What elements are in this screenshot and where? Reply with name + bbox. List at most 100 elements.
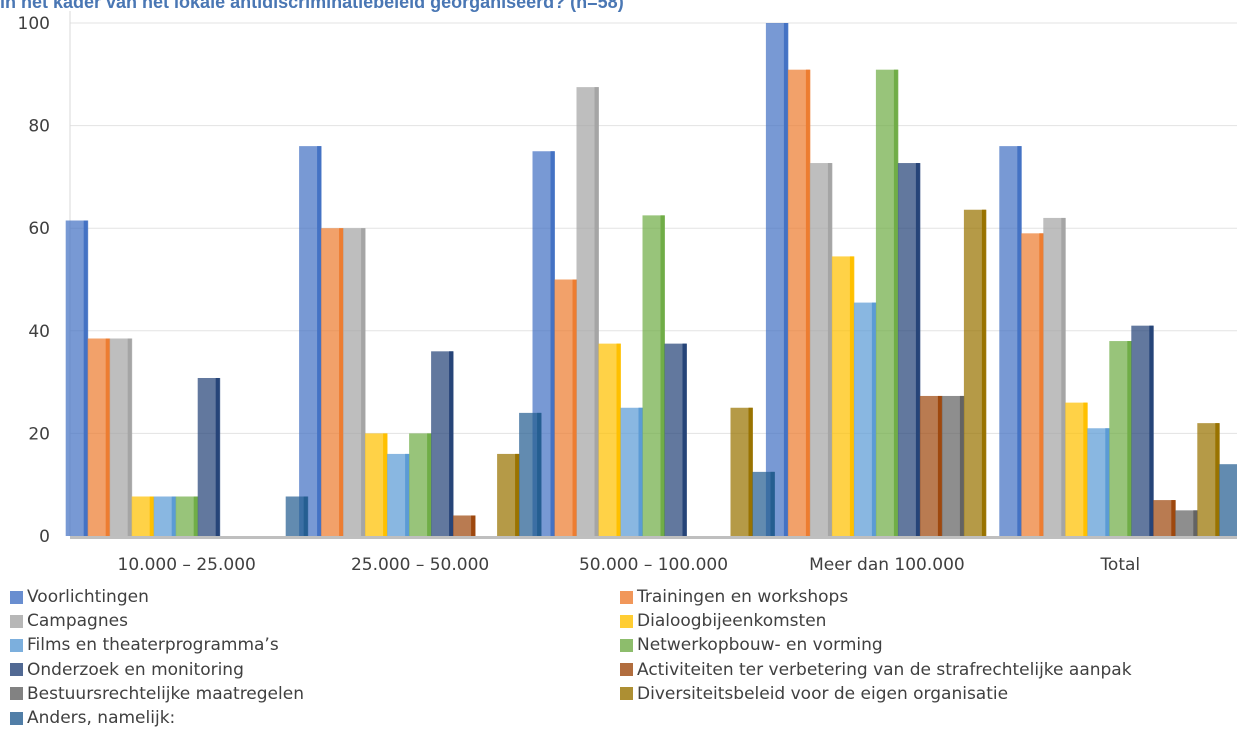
bar-shade — [827, 163, 832, 536]
bar — [831, 256, 855, 536]
bar — [963, 209, 987, 536]
bar-shade — [981, 209, 986, 536]
bar — [1131, 325, 1154, 536]
bar — [730, 407, 753, 536]
legend-item: Onderzoek en monitoring — [10, 658, 620, 682]
bar-shade — [127, 338, 132, 536]
bar — [941, 395, 965, 536]
bar-shade — [171, 496, 176, 536]
bar — [999, 146, 1022, 536]
legend-swatch — [620, 687, 633, 701]
x-tick-label: Total — [1099, 555, 1140, 575]
bar-shade — [849, 256, 854, 536]
bar-shade — [1171, 500, 1176, 536]
bar-shade — [871, 302, 876, 536]
bar — [109, 338, 133, 536]
legend-label: Bestuursrechtelijke maatregelen — [27, 683, 304, 704]
bar-shade — [317, 146, 322, 536]
bar — [1219, 464, 1237, 536]
bar-shade — [1193, 510, 1198, 536]
legend-swatch — [10, 614, 23, 628]
bar-shade — [1127, 341, 1132, 536]
bar-shade — [959, 395, 964, 536]
y-tick-label: 0 — [39, 527, 50, 547]
bar-shade — [339, 228, 344, 536]
bar-shade — [1083, 402, 1088, 536]
y-tick-label: 40 — [28, 322, 50, 342]
bar-shade — [149, 496, 154, 536]
bar — [1153, 500, 1176, 536]
bar — [1087, 428, 1110, 536]
bar — [642, 215, 665, 536]
legend-swatch — [10, 663, 23, 677]
legend-label: Onderzoek en monitoring — [27, 659, 244, 680]
bar-shade — [361, 228, 366, 536]
legend-item: Bestuursrechtelijke maatregelen — [10, 682, 620, 706]
bar-shade — [1017, 146, 1022, 536]
bar — [497, 453, 520, 536]
bar — [299, 146, 322, 536]
legend-swatch — [620, 590, 633, 604]
bar — [409, 433, 432, 536]
bar — [897, 163, 921, 536]
legend-label: Anders, namelijk: — [27, 708, 176, 729]
bar — [752, 471, 775, 536]
legend-swatch — [10, 638, 23, 652]
bar-shade — [1061, 217, 1066, 536]
legend-item: Anders, namelijk: — [10, 706, 620, 730]
x-tick-label: Meer dan 100.000 — [809, 555, 965, 575]
legend-item: Netwerkopbouw- en vorming — [620, 633, 1235, 657]
x-tick-label: 25.000 – 50.000 — [351, 555, 489, 575]
legend-label: Trainingen en workshops — [637, 587, 849, 608]
bar — [787, 69, 811, 537]
legend-label: Netwerkopbouw- en vorming — [637, 635, 883, 656]
bar — [131, 496, 155, 536]
bar-shade — [1215, 423, 1220, 536]
bar — [664, 343, 687, 536]
x-tick-label: 10.000 – 25.000 — [118, 555, 256, 575]
bar-shade — [193, 496, 198, 536]
bar — [285, 496, 309, 536]
bar — [87, 338, 111, 536]
legend-swatch — [10, 590, 23, 604]
y-tick-label: 100 — [18, 14, 50, 34]
legend-label: Dialoogbijeenkomsten — [637, 611, 827, 632]
bar-shade — [572, 279, 577, 536]
bar — [1197, 423, 1220, 536]
legend-label: Activiteiten ter verbetering van de stra… — [637, 659, 1132, 680]
bar-shade — [303, 496, 308, 536]
legend-item: Diversiteitsbeleid voor de eigen organis… — [620, 682, 1235, 706]
x-tick-label: 50.000 – 100.000 — [579, 555, 728, 575]
bar-shade — [427, 433, 432, 536]
legend-swatch — [10, 711, 23, 725]
bar-shade — [471, 515, 476, 536]
bar-shade — [915, 163, 920, 536]
bar — [519, 412, 542, 536]
bar — [321, 228, 344, 536]
bar — [343, 228, 366, 536]
bar — [853, 302, 877, 536]
bar — [1043, 217, 1066, 536]
bar-shade — [783, 23, 788, 536]
bar-shade — [515, 453, 520, 536]
bar — [65, 220, 89, 536]
bar — [453, 515, 476, 536]
bar — [175, 496, 199, 536]
bar — [1065, 402, 1088, 536]
legend-label: Voorlichtingen — [27, 587, 149, 608]
legend-label: Films en theaterprogramma’s — [27, 635, 279, 656]
bar — [765, 23, 789, 536]
bar-shade — [893, 69, 898, 537]
bar — [620, 407, 643, 536]
bar-shade — [215, 377, 220, 536]
bar-shade — [405, 453, 410, 536]
legend-swatch — [620, 614, 633, 628]
legend-item: Campagnes — [10, 609, 620, 633]
bar-shade — [1105, 428, 1110, 536]
bar — [576, 87, 599, 536]
bar-shade — [770, 471, 775, 536]
bar-chart: 0 20 40 60 80 100 10.000 – 25.000 25.000 – 50.0… — [18, 11, 1237, 575]
bar — [431, 351, 454, 536]
bar — [365, 433, 388, 536]
chart-title: in het kader van het lokale antidiscrimi… — [0, 0, 624, 12]
